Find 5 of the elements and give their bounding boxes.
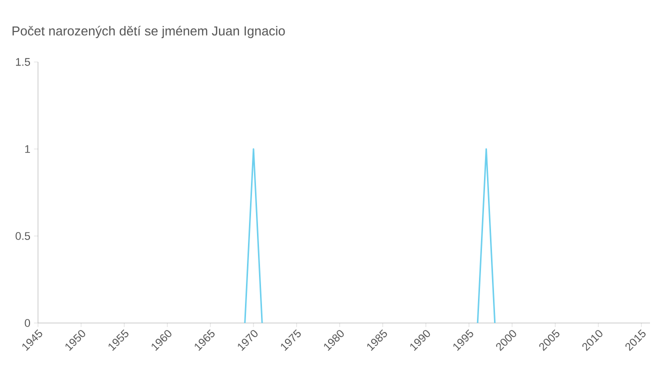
- y-tick-label: 0: [24, 319, 30, 327]
- chart-title: Počet narozených dětí se jménem Juan Ignacio: [12, 26, 285, 38]
- y-tick-label: 1.5: [16, 58, 30, 66]
- y-tick-label: 1: [25, 145, 30, 153]
- y-tick-label: 0.5: [16, 232, 30, 240]
